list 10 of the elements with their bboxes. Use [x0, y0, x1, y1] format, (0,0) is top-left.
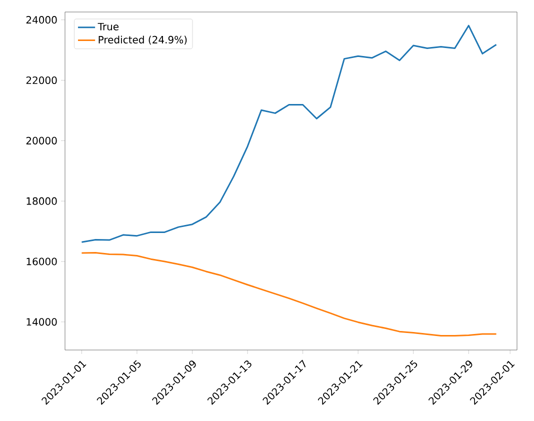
y-tick-label: 22000	[26, 76, 57, 84]
line-series	[80, 252, 498, 337]
line-series	[80, 24, 498, 243]
y-tick-label: 16000	[26, 258, 57, 266]
y-tick-label: 18000	[26, 197, 57, 205]
legend-label: True	[98, 22, 119, 30]
y-tick-label: 20000	[26, 136, 57, 144]
y-tick-label: 14000	[26, 318, 57, 326]
legend-label: Predicted (24.9%)	[98, 36, 187, 45]
y-tick-label: 24000	[26, 16, 57, 24]
